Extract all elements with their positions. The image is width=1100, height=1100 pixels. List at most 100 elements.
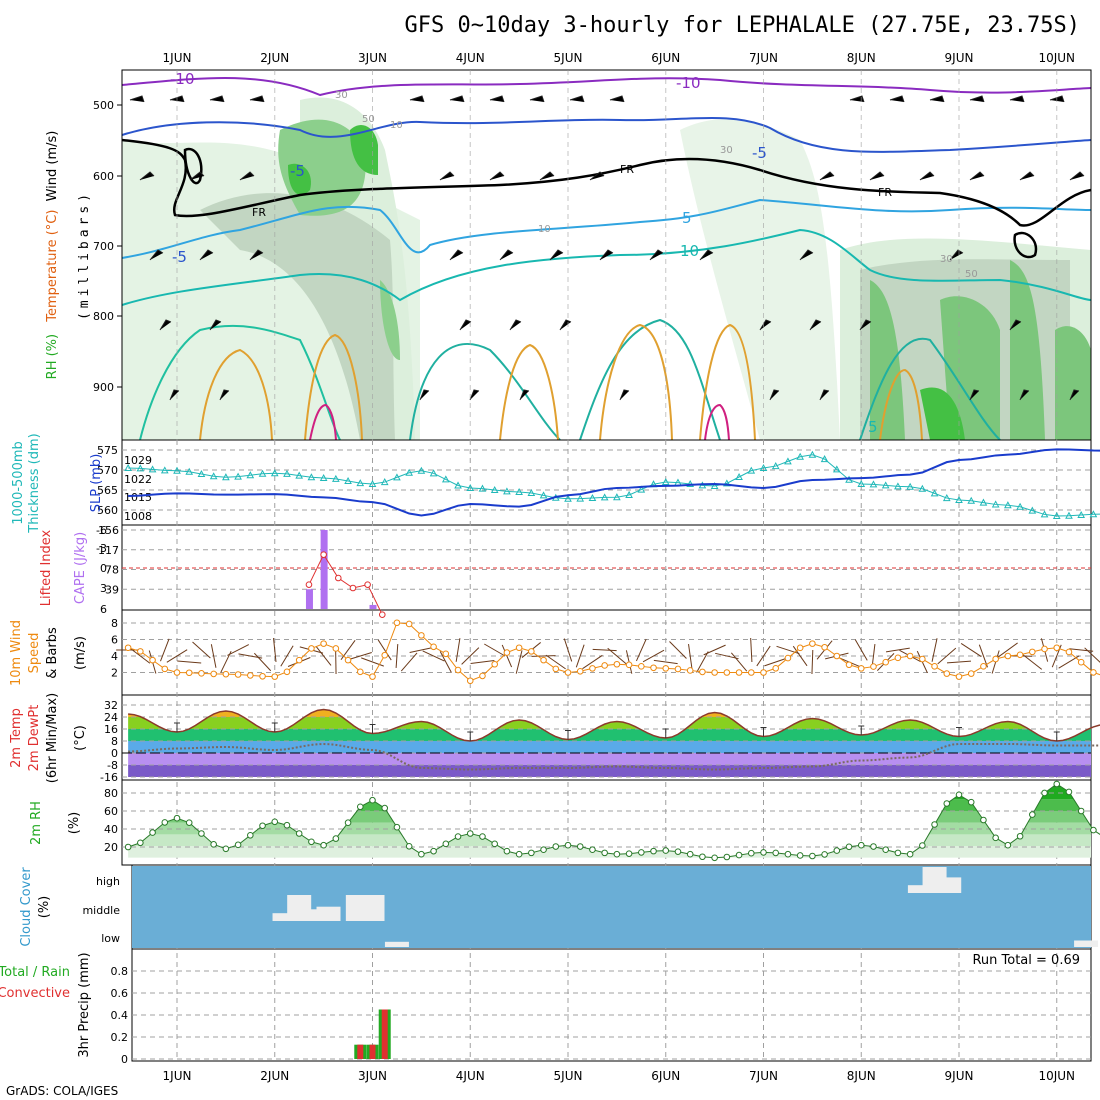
wind10m-line-point xyxy=(308,645,315,652)
rh2m-line-point xyxy=(796,852,804,859)
thickness-line-point xyxy=(869,480,878,488)
thickness-line-point xyxy=(881,481,890,489)
wind10m-line-point xyxy=(320,640,327,647)
contour-label: 5 xyxy=(682,209,692,227)
li-line-point xyxy=(305,581,313,588)
precip-tick-label: 0.4 xyxy=(111,1009,129,1022)
wind-barb xyxy=(470,660,495,664)
rh2m-line-point xyxy=(638,849,645,856)
thickness-line-point xyxy=(784,457,792,465)
rh2m-line-point xyxy=(369,796,376,804)
day-label-bottom: 10JUN xyxy=(1038,1069,1075,1083)
wind-barb xyxy=(703,644,726,656)
wind-barb xyxy=(455,638,461,662)
cloud-bar-high xyxy=(937,877,962,893)
cloud-plot: high middle low xyxy=(82,867,1099,947)
thickness-line-point xyxy=(380,478,389,486)
wind10m-tick-label: 6 xyxy=(111,634,118,647)
day-label-top: 1JUN xyxy=(163,51,192,65)
wind-barb xyxy=(377,639,392,661)
thickness-tick-label: 575 xyxy=(97,444,118,457)
cape-tick-label: 39 xyxy=(105,583,119,596)
wind10m-line-point xyxy=(772,664,780,672)
thickness-tick-label: 570 xyxy=(97,464,118,477)
precip-tick-label: 0 xyxy=(121,1053,128,1066)
rh2m-line-point xyxy=(430,847,437,855)
rh2m-tick-label: 60 xyxy=(104,805,118,818)
temp2m-line xyxy=(128,708,1100,742)
wind10m-line-point xyxy=(356,668,364,676)
thickness-line-point xyxy=(454,481,462,489)
day-label-bottom: 2JUN xyxy=(260,1069,289,1083)
wind10m-line-point xyxy=(295,656,303,664)
wind10m-line-point xyxy=(992,655,999,663)
wind10m-line-point xyxy=(1029,648,1036,656)
rh2m-line-point xyxy=(393,823,401,831)
wind10m-line-point xyxy=(919,655,926,663)
thickness-line-point xyxy=(796,452,804,460)
wind-barbs xyxy=(129,95,1085,401)
rh2m-line-point xyxy=(833,847,841,854)
rh2m-line-point xyxy=(662,847,670,854)
wind10m-line-point xyxy=(271,673,279,680)
contour-label: -5 xyxy=(290,162,305,180)
rh2m-line-point xyxy=(479,833,486,840)
rh2m-line-point xyxy=(576,843,584,850)
thickness-line-point xyxy=(429,469,438,477)
slp-line xyxy=(128,448,1100,517)
wind10m-line-point xyxy=(137,648,144,655)
wind10m-tick-label: 4 xyxy=(111,650,118,663)
thickness-line-point xyxy=(1077,510,1086,518)
rh2m-line-point xyxy=(931,821,938,828)
day-label-top: 5JUN xyxy=(554,51,583,65)
wind10m-line-point xyxy=(1016,651,1024,659)
wind-barb xyxy=(545,654,566,670)
rh2m-line-point xyxy=(906,850,914,858)
wind-barb xyxy=(715,652,739,660)
cape-bar xyxy=(305,589,313,609)
wind10m-line-point xyxy=(430,643,437,651)
thickness-line-point xyxy=(564,494,572,502)
upper-panel: -10 -10 -5 -5 -5 5 5 10 10 FR FR FR 30 3… xyxy=(93,70,1091,440)
pressure-tick-label: 800 xyxy=(93,310,114,323)
wind10m-line-point xyxy=(222,670,230,678)
freezing-level xyxy=(122,138,1091,259)
wind10m-line-point xyxy=(454,666,462,674)
rh2m-line-point xyxy=(1004,841,1012,849)
temp2m-tick-label: -8 xyxy=(107,759,118,772)
day-label-bottom: 8JUN xyxy=(847,1069,876,1083)
wind10m-line-point xyxy=(234,671,242,678)
wind10m-line-point xyxy=(259,672,266,680)
wind10m-line-point xyxy=(674,665,682,673)
rh2m-line-point xyxy=(259,822,266,830)
precip-tick-label: 0.2 xyxy=(111,1031,129,1044)
thickness-line-point xyxy=(258,469,267,477)
wind10m-line-point xyxy=(735,669,743,676)
thickness-line-point xyxy=(576,494,585,502)
thickness-line-point xyxy=(1052,511,1061,519)
rh2m-line-point xyxy=(625,850,633,857)
wind-barb xyxy=(280,645,294,667)
thickness-line-point xyxy=(283,469,291,477)
rh2m-line-point xyxy=(124,843,132,851)
day-axis: 1JUN 1JUN 2JUN 2JUN 3JUN 3JUN 4JUN 4JUN 5JUN 5JUN… xyxy=(163,51,1076,1083)
chart-title: GFS 0~10day 3-hourly for LEPHALALE (27.7… xyxy=(404,13,1080,38)
wind-barb xyxy=(272,638,277,662)
wind10m-line-point xyxy=(845,661,853,669)
contour-label: FR xyxy=(878,186,892,199)
wind10m-line-point xyxy=(393,619,401,627)
thickness-line-point xyxy=(979,498,988,506)
temp2m-tick-label: 32 xyxy=(104,699,118,712)
wind10m-line-point xyxy=(552,665,560,673)
rh2m-line-point xyxy=(356,803,364,811)
day-label-top: 3JUN xyxy=(358,51,387,65)
wind-barb xyxy=(400,652,418,672)
thickness-line-point xyxy=(930,489,939,497)
thickness-line-point xyxy=(820,455,829,463)
li-tick-label: 0 xyxy=(100,562,107,575)
wind-barb xyxy=(484,643,506,657)
thickness-line-point xyxy=(710,481,719,489)
temp-units-label: (°C) xyxy=(73,725,88,751)
day-label-bottom: 4JUN xyxy=(456,1069,485,1083)
